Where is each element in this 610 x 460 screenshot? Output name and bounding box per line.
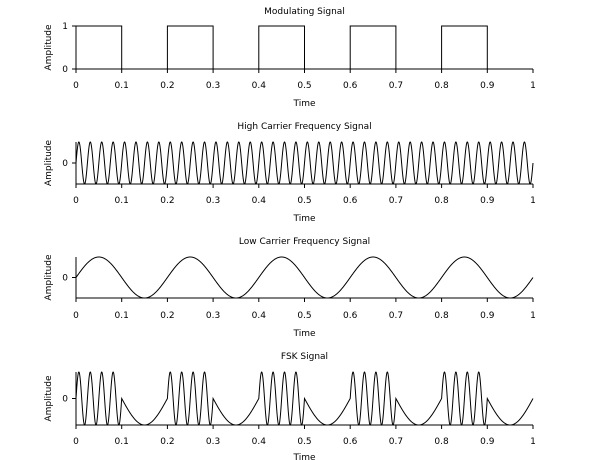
- signal-series-line: [75, 371, 534, 426]
- x-tick-label: 0.3: [206, 437, 220, 447]
- x-tick-label: 1: [530, 437, 536, 447]
- x-tick-label: 0.2: [160, 437, 174, 447]
- y-axis-label: Amplitude: [44, 24, 54, 71]
- x-tick-label: 0.2: [160, 196, 174, 206]
- x-tick-label: 0.8: [434, 437, 449, 447]
- chart-title: Low Carrier Frequency Signal: [239, 237, 370, 247]
- y-tick-label: 0: [62, 274, 68, 284]
- x-tick-label: 0: [73, 311, 79, 321]
- x-tick-label: 0.5: [297, 437, 311, 447]
- x-axis-label: Time: [292, 214, 315, 224]
- y-axis-label: Amplitude: [44, 375, 54, 422]
- x-tick-label: 0.7: [389, 81, 403, 91]
- signal-series-line: [75, 141, 534, 185]
- x-tick-label: 0.6: [343, 311, 358, 321]
- x-tick-label: 0.9: [480, 81, 495, 91]
- x-tick-label: 0.6: [343, 437, 358, 447]
- y-tick-label: 1: [62, 22, 68, 32]
- x-tick-label: 1: [530, 196, 536, 206]
- x-tick-label: 0.1: [115, 311, 129, 321]
- x-tick-label: 0.5: [297, 81, 311, 91]
- x-tick-label: 0.2: [160, 81, 174, 91]
- x-tick-label: 0.7: [389, 437, 403, 447]
- x-tick-label: 0.7: [389, 196, 403, 206]
- x-tick-label: 0.5: [297, 311, 311, 321]
- y-axis-label: Amplitude: [44, 254, 54, 301]
- x-tick-label: 0: [73, 196, 79, 206]
- chart-panel-1: Modulating Signal 0 0.1 0.2 0.3 0.4 0.5 0.6 0.7 0…: [44, 7, 536, 109]
- x-axis-label: Time: [292, 99, 315, 109]
- x-tick-label: 0.3: [206, 311, 220, 321]
- x-tick-label: 0.1: [115, 437, 129, 447]
- y-axis-label: Amplitude: [44, 139, 54, 186]
- x-tick-label: 0.5: [297, 196, 311, 206]
- x-tick-label: 1: [530, 81, 536, 91]
- x-tick-label: 0.6: [343, 196, 358, 206]
- x-tick-label: 0.8: [434, 311, 449, 321]
- signal-series-line: [75, 256, 534, 299]
- x-tick-label: 1: [530, 311, 536, 321]
- y-tick-label: 0: [62, 159, 68, 169]
- chart-title: Modulating Signal: [264, 7, 345, 17]
- x-tick-label: 0.6: [343, 81, 358, 91]
- x-tick-label: 0.9: [480, 437, 495, 447]
- x-axis-label: Time: [292, 329, 315, 339]
- x-tick-label: 0.2: [160, 311, 174, 321]
- x-tick-label: 0.4: [252, 196, 267, 206]
- chart-panel-2: High Carrier Frequency Signal 0 0.1 0.2 0.3 0…: [44, 122, 536, 224]
- y-tick-label: 0: [62, 395, 68, 405]
- x-tick-label: 0.1: [115, 81, 129, 91]
- chart-title: High Carrier Frequency Signal: [237, 122, 371, 132]
- chart-title: FSK Signal: [281, 352, 328, 362]
- y-tick-label: 0: [62, 65, 68, 75]
- x-tick-label: 0.4: [252, 81, 267, 91]
- x-tick-label: 0: [73, 437, 79, 447]
- x-tick-label: 0.4: [252, 437, 267, 447]
- x-tick-label: 0.7: [389, 311, 403, 321]
- chart-panel-4: FSK Signal 0 0.1 0.2 0.3 0.4 0.5 0.6 0.7 0.8 0.9 1 0…: [44, 352, 536, 460]
- x-tick-label: 0.9: [480, 196, 495, 206]
- x-tick-label: 0.4: [252, 311, 267, 321]
- x-tick-label: 0: [73, 81, 79, 91]
- x-tick-label: 0.8: [434, 196, 449, 206]
- chart-panel-3: Low Carrier Frequency Signal 0 0.1 0.2 0.3 0.…: [44, 237, 536, 339]
- x-axis-label: Time: [292, 453, 315, 460]
- signal-series-line: [76, 25, 533, 70]
- x-tick-label: 0.8: [434, 81, 449, 91]
- x-tick-label: 0.3: [206, 196, 220, 206]
- x-tick-label: 0.3: [206, 81, 220, 91]
- x-tick-label: 0.9: [480, 311, 495, 321]
- x-tick-label: 0.1: [115, 196, 129, 206]
